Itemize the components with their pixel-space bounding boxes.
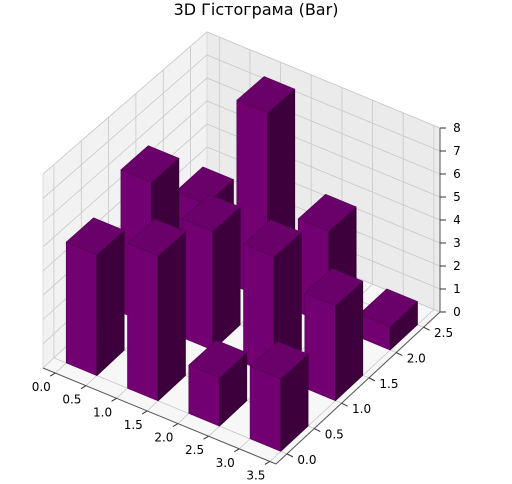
bar-top-face [181,194,241,232]
bar [127,218,186,402]
bar-top-face [236,76,296,114]
z-gridline [42,77,441,223]
x-gridline [269,125,435,462]
bar-top-face [243,219,302,258]
bar [359,288,418,351]
x-tick [111,397,117,402]
bar-top-face [188,339,248,379]
bar [304,268,364,402]
bar-top-face [297,194,357,232]
bar-side-face [212,206,241,351]
y-tick-label: 2.5 [434,326,453,340]
bar-side-face [157,231,186,402]
bar-front-face [304,292,336,402]
x-tick-label: 1.5 [124,418,143,432]
x-tick [80,385,87,390]
y-tick [396,352,403,356]
x-tick-label: 0.5 [62,393,81,407]
x-tick [141,410,148,415]
x-tick-label: 3.5 [246,468,265,482]
bar-top-face [359,288,418,328]
x-tick-label: 1.0 [93,405,112,419]
z-gridline [42,31,441,175]
y-tick [341,402,348,407]
bar [243,219,302,376]
y-axis-line [275,311,441,465]
y-tick [368,377,376,382]
bar-top-face [120,145,180,183]
x-tick [172,423,179,428]
chart-title: 3D Гістограма (Bar) [173,0,339,19]
x-tick-label: 2.5 [185,443,204,457]
z-tick-label: 2 [453,259,461,273]
y-tick-label: 1.5 [379,377,398,391]
bar-front-face [127,242,159,402]
z-tick-label: 7 [453,144,461,158]
bar [65,217,125,376]
z-tick-label: 6 [453,167,461,181]
bar-top-face [304,268,364,307]
bar-top-face [249,341,309,380]
bar-front-face [65,241,98,376]
x-tick-label: 0.0 [32,380,51,394]
x-tick [233,448,240,453]
x-tick [203,435,209,440]
x-tick-label: 3.0 [216,456,235,470]
z-tick-label: 5 [453,190,461,204]
bar-top-face [127,218,186,257]
y-tick [314,428,321,432]
z-tick-label: 1 [453,282,461,296]
y-tick-label: 1.0 [352,402,371,416]
y-tick-label: 2.0 [407,352,426,366]
bar-front-face [249,365,282,452]
z-tick-label: 3 [453,236,461,250]
y-tick-label: 0.0 [297,453,316,467]
x-tick [50,372,56,377]
z-tick-label: 8 [453,121,461,135]
z-tick-label: 4 [453,213,461,227]
bar-side-face [96,230,125,376]
z-gridline [42,54,441,199]
z-tick-label: 0 [453,305,461,319]
y-tick [286,453,294,458]
x-tick-label: 2.0 [154,431,173,445]
y-tick [423,326,430,331]
bar [188,339,248,427]
bar-top-face [65,217,125,255]
z-gridline [42,100,441,248]
bar [181,194,241,351]
bar-front-face [181,218,214,351]
x-axis-line [42,367,277,465]
x-tick [264,461,271,465]
bar-top-face [175,166,234,205]
y-tick-label: 0.5 [325,428,344,442]
bar [249,341,309,452]
